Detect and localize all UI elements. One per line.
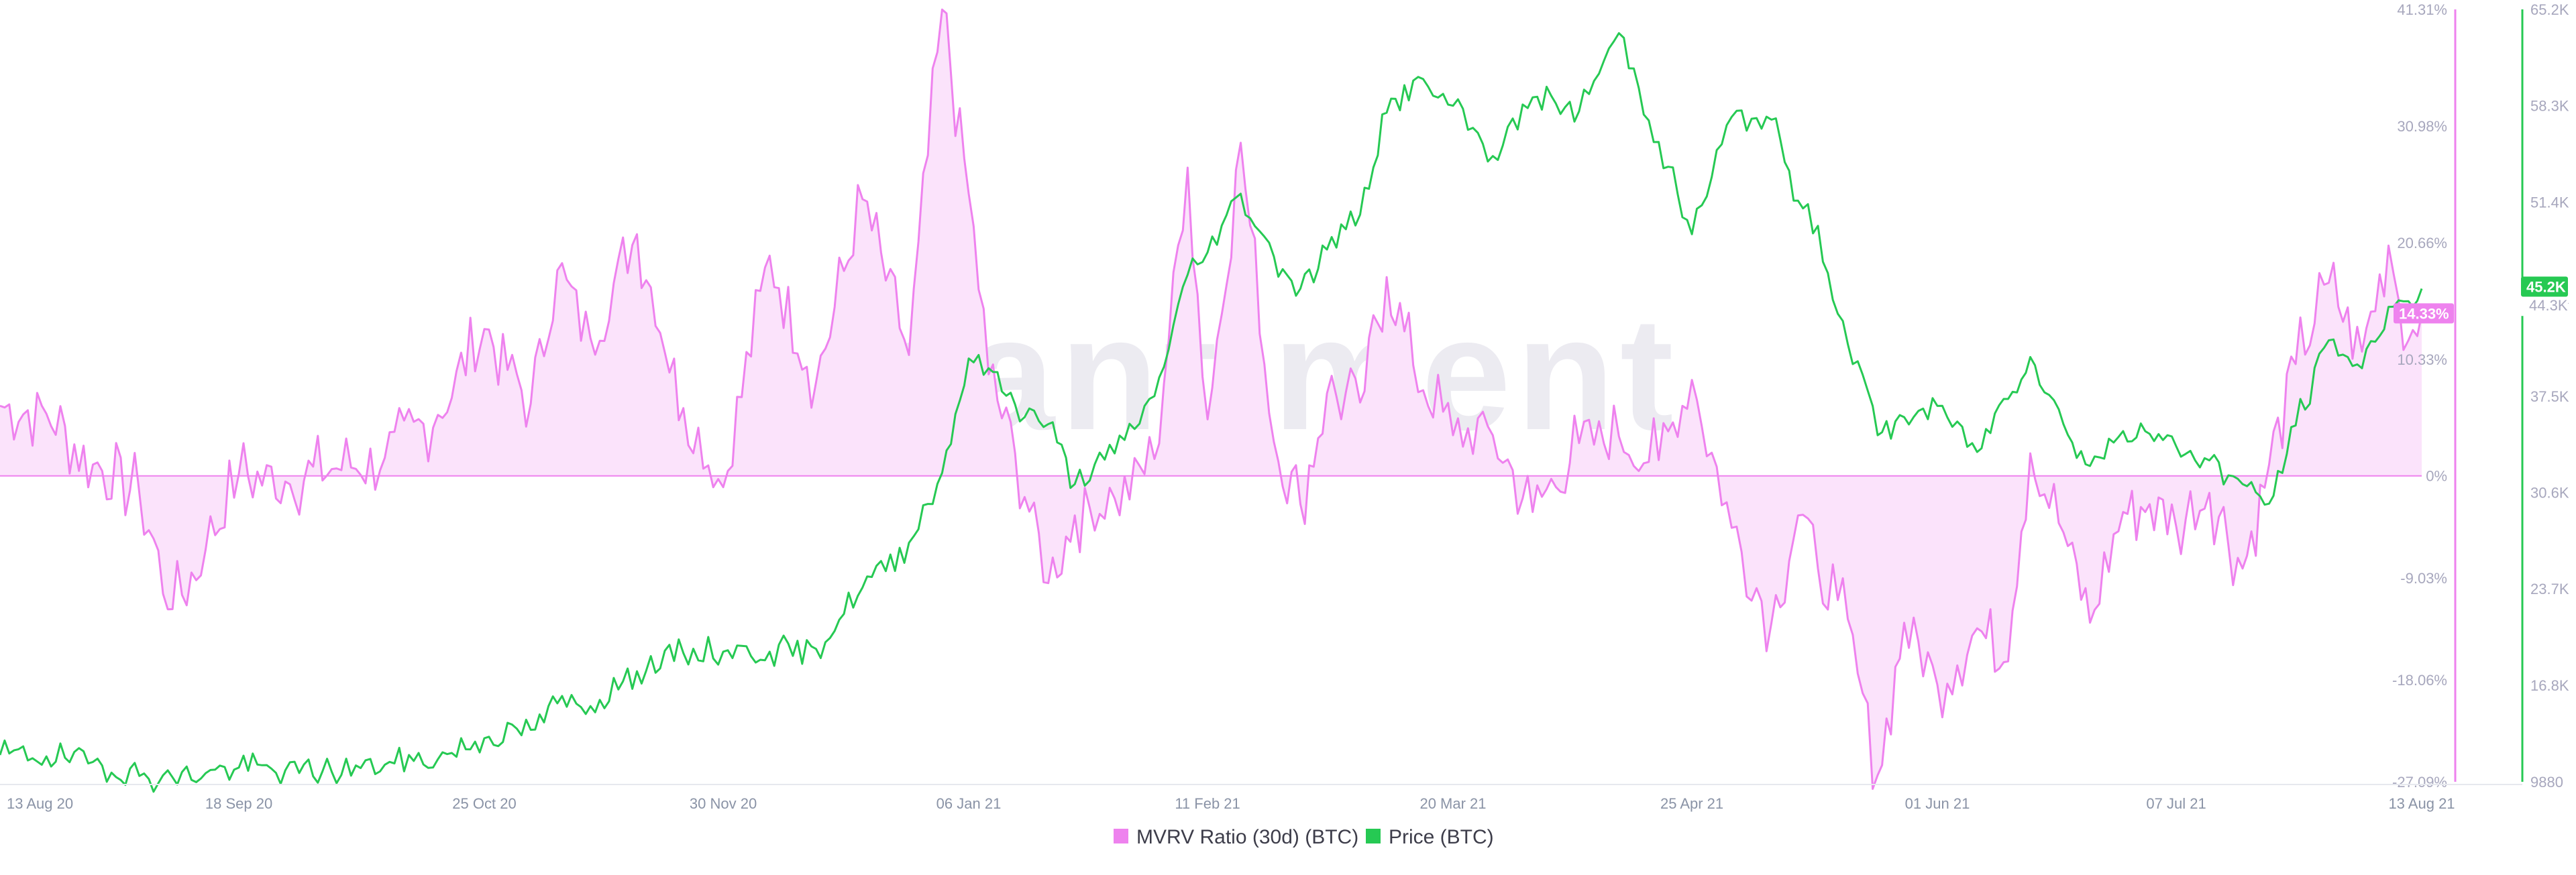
legend-swatch-mvrv[interactable] xyxy=(1114,829,1128,843)
left-axis-tick-label: 0% xyxy=(2426,468,2447,485)
left-axis-tick-label: 41.31% xyxy=(2397,1,2447,18)
mvrv-current-badge-text: 14.33% xyxy=(2399,305,2449,322)
x-axis-tick-label: 25 Oct 20 xyxy=(452,795,516,812)
x-axis-tick-label: 18 Sep 20 xyxy=(205,795,272,812)
x-axis-tick-label: 01 Jun 21 xyxy=(1905,795,1970,812)
left-axis-tick-label: 10.33% xyxy=(2397,351,2447,368)
price-partial-badge-text: 44.3K xyxy=(2529,297,2568,314)
x-axis-tick-label: 20 Mar 21 xyxy=(1419,795,1486,812)
x-axis-tick-label: 25 Apr 21 xyxy=(1660,795,1723,812)
price-current-badge-text: 45.2K xyxy=(2526,278,2566,295)
x-axis-tick-label: 13 Aug 21 xyxy=(2388,795,2455,812)
left-axis-mvrv: 41.31% 30.98% 20.66% 10.33% 0% -9.03% -18.06% -… xyxy=(2392,1,2457,791)
right-axis-tick-label: 51.4K xyxy=(2530,194,2569,211)
x-axis: 13 Aug 20 18 Sep 20 25 Oct 20 30 Nov 20 06 J… xyxy=(0,784,2522,812)
left-axis-tick-label: -9.03% xyxy=(2400,570,2447,587)
x-axis-tick-label: 11 Feb 21 xyxy=(1175,795,1240,812)
price-partial-badge xyxy=(2521,296,2568,316)
price-series-line xyxy=(0,32,2423,793)
right-axis-tick-label: 37.5K xyxy=(2530,388,2569,405)
right-axis-tick-label: 58.3K xyxy=(2530,98,2569,115)
left-axis-tick-label: -18.06% xyxy=(2392,672,2447,689)
mvrv-series-line xyxy=(0,8,2423,790)
mvrv-current-badge xyxy=(2394,303,2454,324)
right-axis-tick-label: 65.2K xyxy=(2530,1,2569,18)
x-axis-tick-label: 06 Jan 21 xyxy=(936,795,1002,812)
left-axis-tick-label: 20.66% xyxy=(2397,235,2447,251)
right-axis-tick-label: 23.7K xyxy=(2530,581,2569,597)
price-current-badge xyxy=(2521,276,2568,297)
legend-label-mvrv[interactable]: MVRV Ratio (30d) (BTC) xyxy=(1136,826,1358,848)
x-axis-tick-label: 13 Aug 20 xyxy=(7,795,73,812)
legend-swatch-price[interactable] xyxy=(1366,829,1381,843)
left-axis-tick-label: -27.09% xyxy=(2392,774,2447,791)
x-axis-tick-label: 30 Nov 20 xyxy=(690,795,757,812)
right-axis-tick-label: 9880 xyxy=(2530,774,2563,791)
legend-label-price[interactable]: Price (BTC) xyxy=(1389,826,1494,848)
left-axis-tick-label: 30.98% xyxy=(2397,118,2447,135)
x-axis-tick-label: 07 Jul 21 xyxy=(2146,795,2206,812)
value-badges: 44.3K 45.2K 14.33% xyxy=(2394,276,2568,324)
right-axis-tick-label: 30.6K xyxy=(2530,485,2569,502)
legend[interactable]: MVRV Ratio (30d) (BTC) Price (BTC) xyxy=(1114,826,1494,848)
right-axis-price: 65.2K58.3K51.4K44.5K37.5K30.6K23.7K16.8K… xyxy=(2521,1,2569,791)
series-lines xyxy=(0,8,2423,793)
right-axis-tick-label: 16.8K xyxy=(2530,677,2569,694)
